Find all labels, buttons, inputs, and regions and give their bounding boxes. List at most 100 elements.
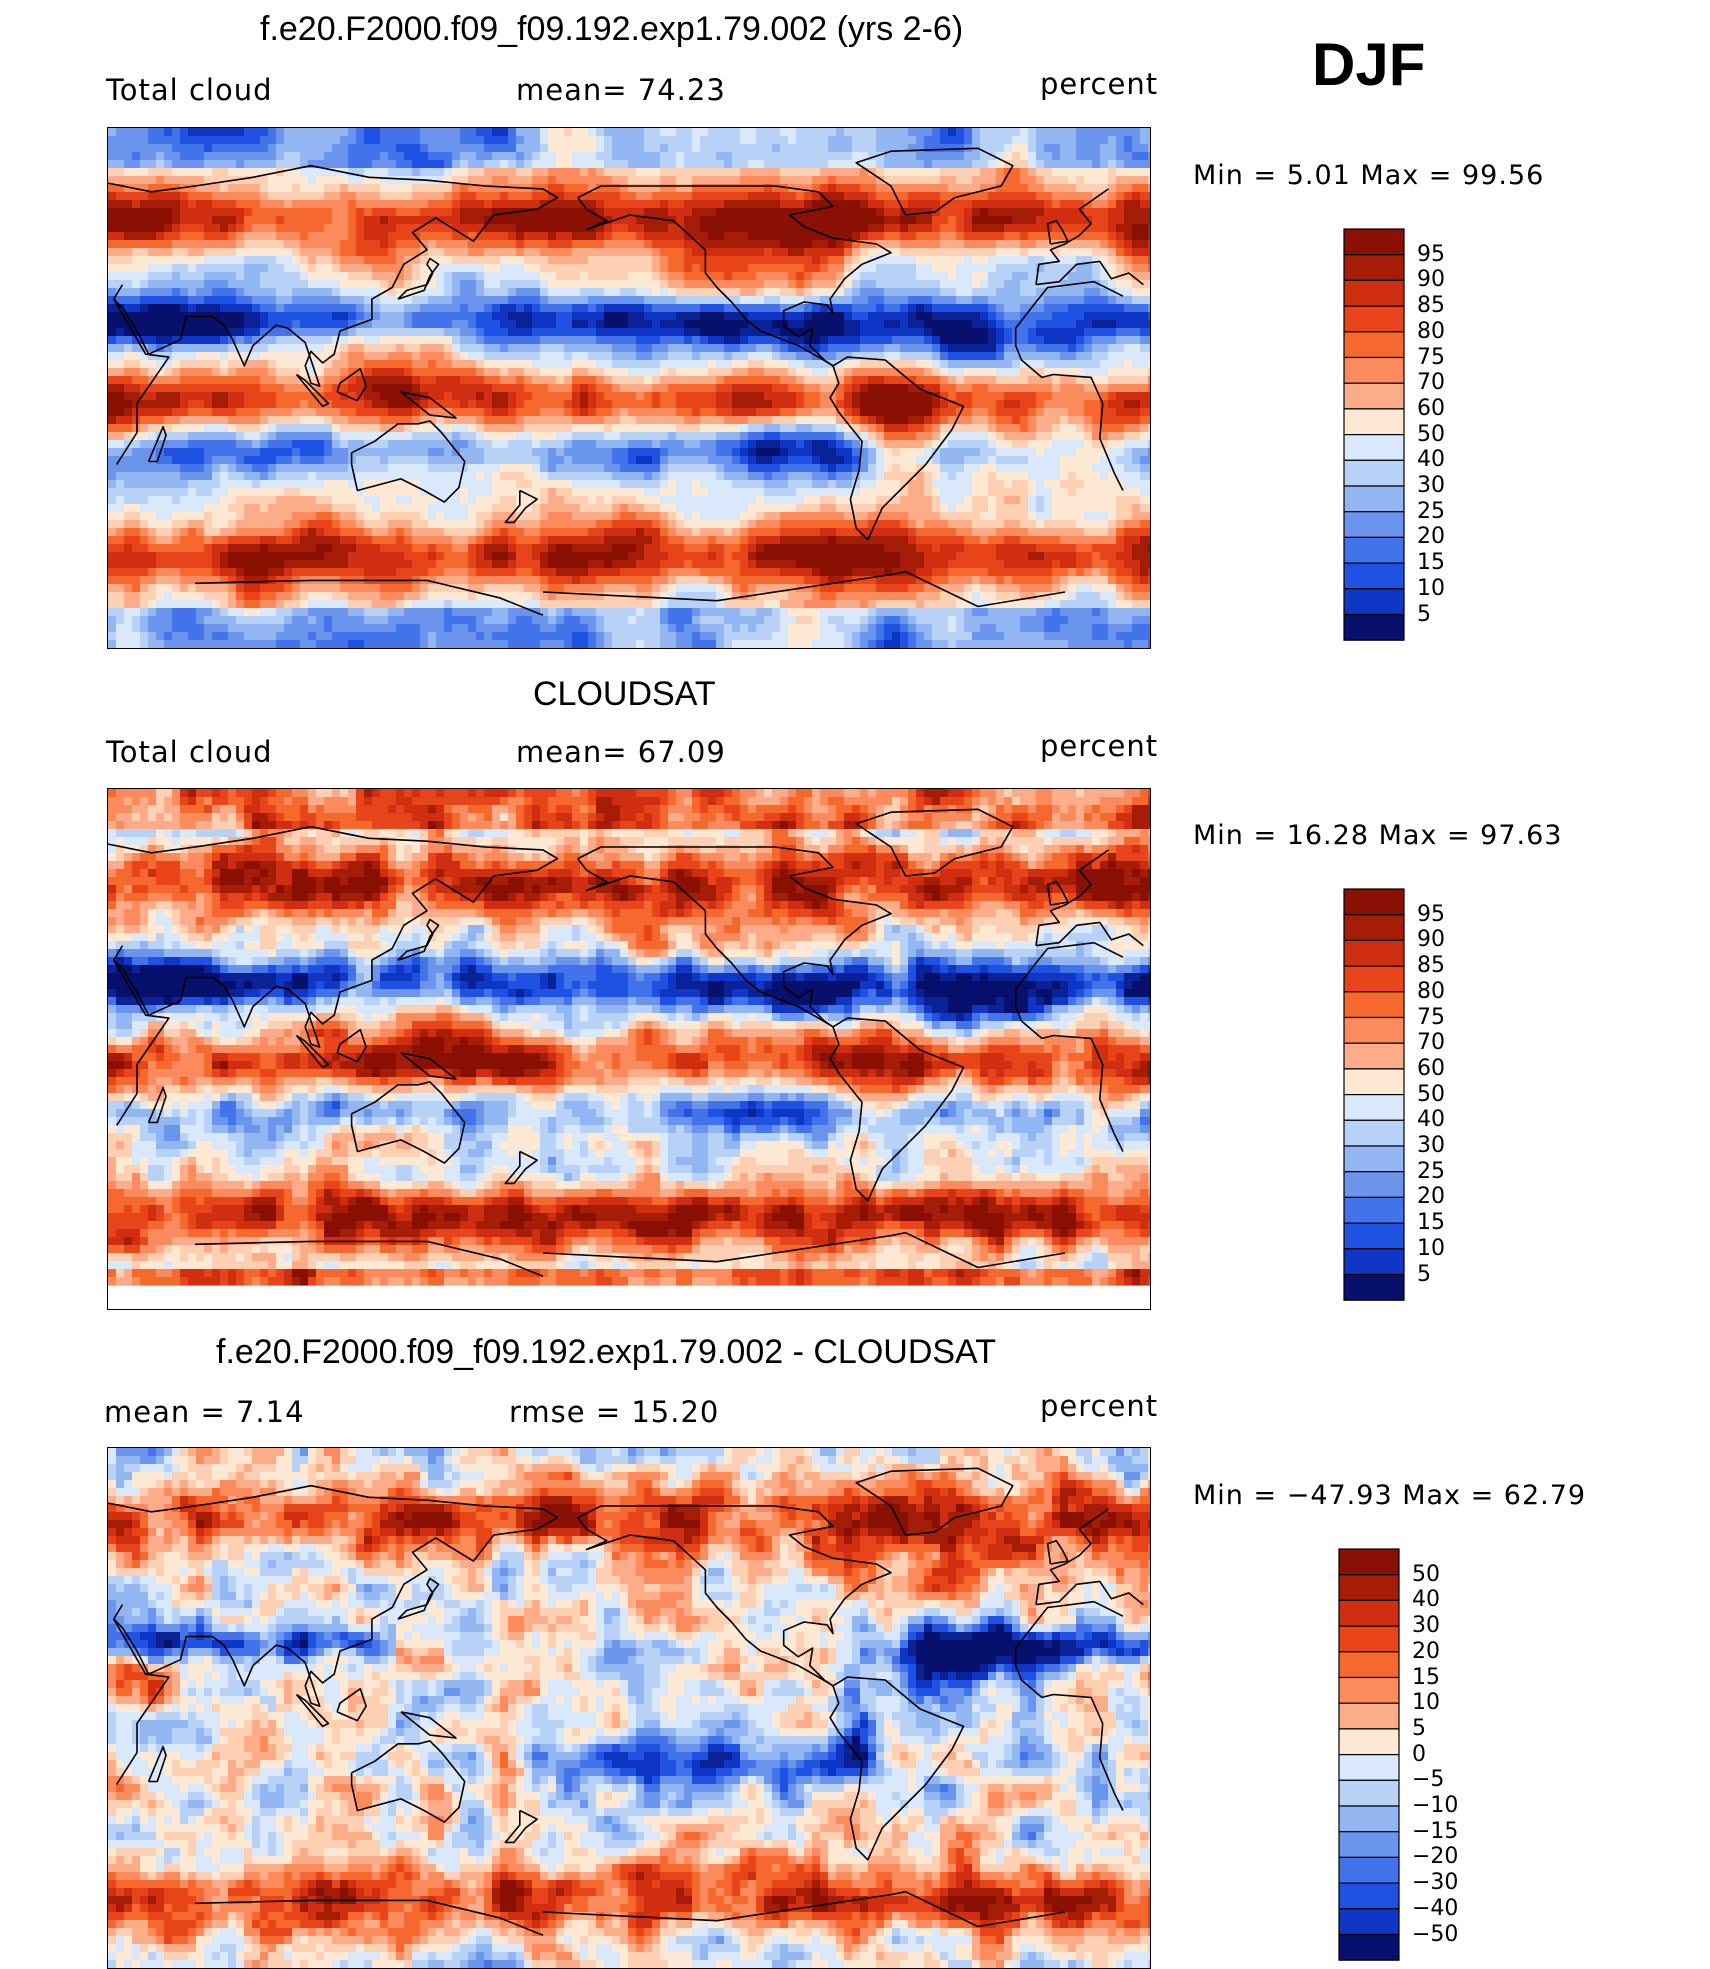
mean-label: mean= 67.09: [516, 735, 726, 769]
units-label: percent: [1040, 1389, 1158, 1423]
panel-title: CLOUDSAT: [533, 675, 716, 714]
colorbar-tick-label: −15: [1412, 1819, 1458, 1844]
colorbar-box: [1344, 486, 1404, 512]
colorbar-tick-label: 70: [1417, 1030, 1445, 1055]
colorbar-tick-label: 10: [1417, 576, 1445, 601]
mean-label: mean = 7.14: [104, 1395, 305, 1429]
cloud-field-cells: [108, 1448, 1151, 1969]
map-canvas: [108, 1448, 1151, 1969]
colorbar-box: [1344, 332, 1404, 358]
colorbar-box: [1344, 409, 1404, 435]
colorbar-tick-label: 40: [1417, 447, 1445, 472]
colorbar-tick-label: 10: [1417, 1236, 1445, 1261]
colorbar-box: [1339, 1806, 1399, 1832]
cloud-field-cells: [108, 789, 1151, 1286]
colorbar-tick-label: 80: [1417, 319, 1445, 344]
colorbar-tick-label: 85: [1417, 293, 1445, 318]
colorbar-tick-label: 20: [1412, 1639, 1440, 1664]
panel-title: f.e20.F2000.f09_f09.192.exp1.79.002 (yrs…: [260, 10, 963, 49]
colorbar-tick-label: 70: [1417, 370, 1445, 395]
colorbar-box: [1339, 1575, 1399, 1601]
colorbar-tick-label: −20: [1412, 1844, 1458, 1869]
colorbar-tick-label: 15: [1417, 550, 1445, 575]
colorbar-tick-label: 30: [1412, 1613, 1440, 1638]
colorbar-box: [1344, 1146, 1404, 1172]
mean-label: mean= 74.23: [516, 73, 726, 107]
min-max-label: Min = 5.01 Max = 99.56: [1193, 160, 1544, 191]
colorbar-box: [1344, 1043, 1404, 1069]
colorbar-tick-label: 50: [1417, 422, 1445, 447]
colorbar-boxes: [1343, 228, 1405, 641]
colorbar-boxes: [1343, 888, 1405, 1301]
colorbar-box: [1344, 940, 1404, 966]
map-obs: [107, 788, 1151, 1310]
colorbar-box: [1344, 1095, 1404, 1121]
map-model: [107, 127, 1151, 649]
colorbar-box: [1344, 966, 1404, 992]
season-label: DJF: [1312, 30, 1425, 99]
colorbar-box: [1344, 563, 1404, 589]
colorbar-tick-label: 75: [1417, 345, 1445, 370]
colorbar-box: [1339, 1703, 1399, 1729]
colorbar-tick-label: 10: [1412, 1690, 1440, 1715]
colorbar-box: [1339, 1755, 1399, 1781]
cloud-field-cells: [108, 128, 1151, 649]
colorbar-tick-label: 40: [1417, 1107, 1445, 1132]
map-diff: [107, 1447, 1151, 1969]
colorbar-tick-label: −50: [1412, 1922, 1458, 1947]
colorbar-tick-label: −5: [1412, 1767, 1444, 1792]
colorbar-box: [1344, 615, 1404, 641]
colorbar-box: [1339, 1857, 1399, 1883]
colorbar-boxes: [1338, 1548, 1400, 1961]
colorbar-box: [1344, 435, 1404, 461]
panel-title: f.e20.F2000.f09_f09.192.exp1.79.002 - CL…: [216, 1333, 996, 1372]
colorbar-box: [1344, 1249, 1404, 1275]
map-canvas: [108, 789, 1151, 1310]
colorbar-box: [1344, 1223, 1404, 1249]
colorbar-box: [1339, 1909, 1399, 1935]
colorbar-box: [1339, 1600, 1399, 1626]
colorbar-box: [1339, 1883, 1399, 1909]
colorbar-box: [1344, 1275, 1404, 1301]
colorbar-box: [1339, 1935, 1399, 1961]
rmse-label: rmse = 15.20: [509, 1395, 719, 1429]
colorbar-tick-label: 5: [1417, 1262, 1431, 1287]
field-label: Total cloud: [106, 73, 272, 107]
colorbar-box: [1344, 1197, 1404, 1223]
colorbar-box: [1344, 915, 1404, 941]
colorbar-tick-label: 75: [1417, 1005, 1445, 1030]
colorbar-box: [1344, 1172, 1404, 1198]
colorbar-box: [1339, 1780, 1399, 1806]
colorbar-tick-label: 5: [1412, 1716, 1426, 1741]
colorbar-tick-label: 50: [1412, 1562, 1440, 1587]
colorbar-box: [1339, 1832, 1399, 1858]
colorbar-tick-label: 30: [1417, 1133, 1445, 1158]
field-label: Total cloud: [106, 735, 272, 769]
colorbar-tick-label: 90: [1417, 267, 1445, 292]
colorbar-tick-label: 40: [1412, 1587, 1440, 1612]
colorbar-tick-label: −40: [1412, 1896, 1458, 1921]
colorbar-tick-label: 15: [1412, 1665, 1440, 1690]
colorbar-box: [1344, 992, 1404, 1018]
colorbar-box: [1339, 1549, 1399, 1575]
colorbar-tick-label: 25: [1417, 499, 1445, 524]
colorbar-box: [1344, 537, 1404, 563]
colorbar-tick-label: 95: [1417, 902, 1445, 927]
colorbar-box: [1344, 306, 1404, 332]
colorbar-tick-label: 15: [1417, 1210, 1445, 1235]
colorbar-tick-label: 60: [1417, 1056, 1445, 1081]
min-max-label: Min = 16.28 Max = 97.63: [1193, 820, 1562, 851]
colorbar-tick-label: −30: [1412, 1870, 1458, 1895]
colorbar-box: [1344, 229, 1404, 255]
colorbar-tick-label: 25: [1417, 1159, 1445, 1184]
colorbar-box: [1344, 1120, 1404, 1146]
colorbar-tick-label: 85: [1417, 953, 1445, 978]
colorbar-box: [1339, 1729, 1399, 1755]
colorbar-box: [1344, 383, 1404, 409]
colorbar-tick-label: 0: [1412, 1742, 1426, 1767]
colorbar-tick-label: −10: [1412, 1793, 1458, 1818]
units-label: percent: [1040, 67, 1158, 101]
colorbar-tick-label: 20: [1417, 524, 1445, 549]
min-max-label: Min = −47.93 Max = 62.79: [1193, 1480, 1586, 1511]
colorbar-box: [1344, 1018, 1404, 1044]
